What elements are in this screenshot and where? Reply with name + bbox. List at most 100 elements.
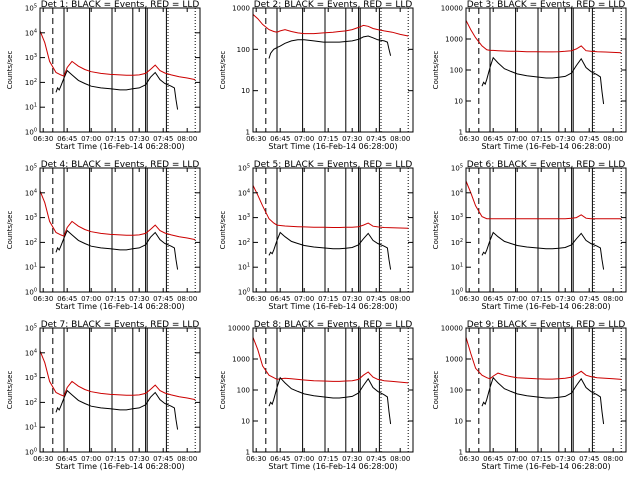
x-tick-label: 07:45 xyxy=(153,135,173,143)
x-tick-label: 07:30 xyxy=(555,135,575,143)
x-tick-label: 07:45 xyxy=(579,455,599,463)
y-axis-label: Counts/sec xyxy=(6,211,14,250)
detector-panel: Det 5: BLACK = Events, RED = LLD 06:30 06:… xyxy=(219,160,414,311)
x-tick-label: 06:45 xyxy=(57,295,77,303)
x-tick-label: 07:00 xyxy=(294,135,314,143)
x-tick-label: 06:30 xyxy=(459,295,479,303)
detector-panel: Det 3: BLACK = Events, RED = LLD 06:30 06:… xyxy=(432,0,627,151)
y-tick-label: 100 xyxy=(238,288,250,297)
x-tick-label: 07:30 xyxy=(555,455,575,463)
y-tick-label: 10000 xyxy=(441,325,463,333)
y-tick-label: 101 xyxy=(25,423,37,432)
x-tick-label: 07:15 xyxy=(531,135,551,143)
lld-series-line xyxy=(40,350,196,401)
x-tick-label: 07:00 xyxy=(294,295,314,303)
x-tick-label: 07:15 xyxy=(318,295,338,303)
x-tick-label: 06:45 xyxy=(270,295,290,303)
plot-frame xyxy=(39,167,201,293)
lld-series-line xyxy=(466,180,622,220)
x-tick-label: 07:00 xyxy=(507,135,527,143)
x-tick-label: 07:45 xyxy=(153,455,173,463)
x-axis-label: Start Time (16-Feb-14 06:28:00) xyxy=(55,302,184,311)
y-tick-label: 1000 xyxy=(445,356,463,364)
y-axis-label: Counts/sec xyxy=(219,211,227,250)
y-tick-label: 104 xyxy=(25,28,37,37)
detector-panel: Det 6: BLACK = Events, RED = LLD 06:30 06:… xyxy=(432,160,627,311)
plot-title: Det 1: BLACK = Events, RED = LLD xyxy=(41,0,200,10)
x-tick-label: 07:15 xyxy=(531,455,551,463)
lld-series-line xyxy=(466,20,622,54)
y-tick-label: 103 xyxy=(238,213,250,222)
x-tick-label: 08:00 xyxy=(177,135,197,143)
events-series-line xyxy=(55,389,179,430)
detector-panel: Det 7: BLACK = Events, RED = LLD 06:30 06:… xyxy=(6,320,201,471)
x-tick-label: 08:00 xyxy=(390,295,410,303)
x-axis-label: Start Time (16-Feb-14 06:28:00) xyxy=(55,142,184,151)
x-tick-label: 07:15 xyxy=(105,295,125,303)
y-tick-label: 103 xyxy=(25,213,37,222)
x-tick-label: 06:30 xyxy=(33,455,53,463)
y-tick-label: 100 xyxy=(25,288,37,297)
x-tick-label: 06:45 xyxy=(270,135,290,143)
x-tick-label: 07:30 xyxy=(129,135,149,143)
events-series-line xyxy=(55,69,179,110)
x-axis-label: Start Time (16-Feb-14 06:28:00) xyxy=(268,302,397,311)
y-tick-label: 100 xyxy=(25,128,37,137)
x-tick-label: 06:45 xyxy=(483,295,503,303)
lld-series-line xyxy=(466,337,622,380)
x-tick-label: 07:30 xyxy=(342,295,362,303)
x-tick-label: 07:30 xyxy=(555,295,575,303)
y-tick-label: 10 xyxy=(241,418,250,426)
x-tick-label: 07:15 xyxy=(318,135,338,143)
x-axis-label: Start Time (16-Feb-14 06:28:00) xyxy=(268,462,397,471)
plot-title: Det 6: BLACK = Events, RED = LLD xyxy=(467,160,626,170)
x-tick-label: 08:00 xyxy=(603,295,623,303)
lld-series-line xyxy=(253,14,409,37)
plot-title: Det 4: BLACK = Events, RED = LLD xyxy=(41,160,200,170)
y-tick-label: 100 xyxy=(450,387,463,395)
x-tick-label: 07:45 xyxy=(366,455,386,463)
y-tick-label: 10 xyxy=(454,418,463,426)
y-tick-label: 102 xyxy=(25,398,37,407)
y-tick-label: 100 xyxy=(25,448,37,457)
x-axis-label: Start Time (16-Feb-14 06:28:00) xyxy=(268,142,397,151)
events-series-line xyxy=(268,376,392,425)
y-tick-label: 10 xyxy=(454,98,463,106)
plot-title: Det 9: BLACK = Events, RED = LLD xyxy=(467,320,626,330)
lld-series-line xyxy=(40,190,196,241)
x-tick-label: 08:00 xyxy=(177,455,197,463)
detector-panel: Det 2: BLACK = Events, RED = LLD 06:30 06:… xyxy=(219,0,414,151)
lld-series-line xyxy=(253,185,409,229)
y-tick-label: 103 xyxy=(25,373,37,382)
y-tick-label: 1000 xyxy=(232,356,250,364)
x-axis-label: Start Time (16-Feb-14 06:28:00) xyxy=(481,462,610,471)
y-axis-label: Counts/sec xyxy=(6,51,14,90)
x-tick-label: 06:45 xyxy=(57,455,77,463)
lld-series-line xyxy=(253,337,409,384)
x-tick-label: 07:45 xyxy=(153,295,173,303)
x-tick-label: 08:00 xyxy=(603,455,623,463)
x-axis-label: Start Time (16-Feb-14 06:28:00) xyxy=(55,462,184,471)
x-tick-label: 06:30 xyxy=(246,455,266,463)
y-axis-label: Counts/sec xyxy=(6,371,14,410)
y-axis-label: Counts/sec xyxy=(219,371,227,410)
plot-frame xyxy=(39,327,201,453)
plot-title: Det 3: BLACK = Events, RED = LLD xyxy=(467,0,626,10)
detector-panel: Det 9: BLACK = Events, RED = LLD 06:30 06:… xyxy=(432,320,627,471)
y-axis-label: Counts/sec xyxy=(432,371,440,410)
x-tick-label: 08:00 xyxy=(603,135,623,143)
y-tick-label: 105 xyxy=(238,164,250,173)
x-tick-label: 07:30 xyxy=(342,455,362,463)
y-axis-label: Counts/sec xyxy=(432,211,440,250)
x-tick-label: 06:45 xyxy=(270,455,290,463)
x-tick-label: 07:30 xyxy=(129,295,149,303)
y-tick-label: 105 xyxy=(25,324,37,333)
x-tick-label: 07:45 xyxy=(579,135,599,143)
x-tick-label: 07:45 xyxy=(579,295,599,303)
x-tick-label: 07:00 xyxy=(81,455,101,463)
y-tick-label: 105 xyxy=(25,4,37,13)
lld-series-line xyxy=(40,30,196,81)
events-series-line xyxy=(481,56,605,105)
y-tick-label: 102 xyxy=(25,238,37,247)
